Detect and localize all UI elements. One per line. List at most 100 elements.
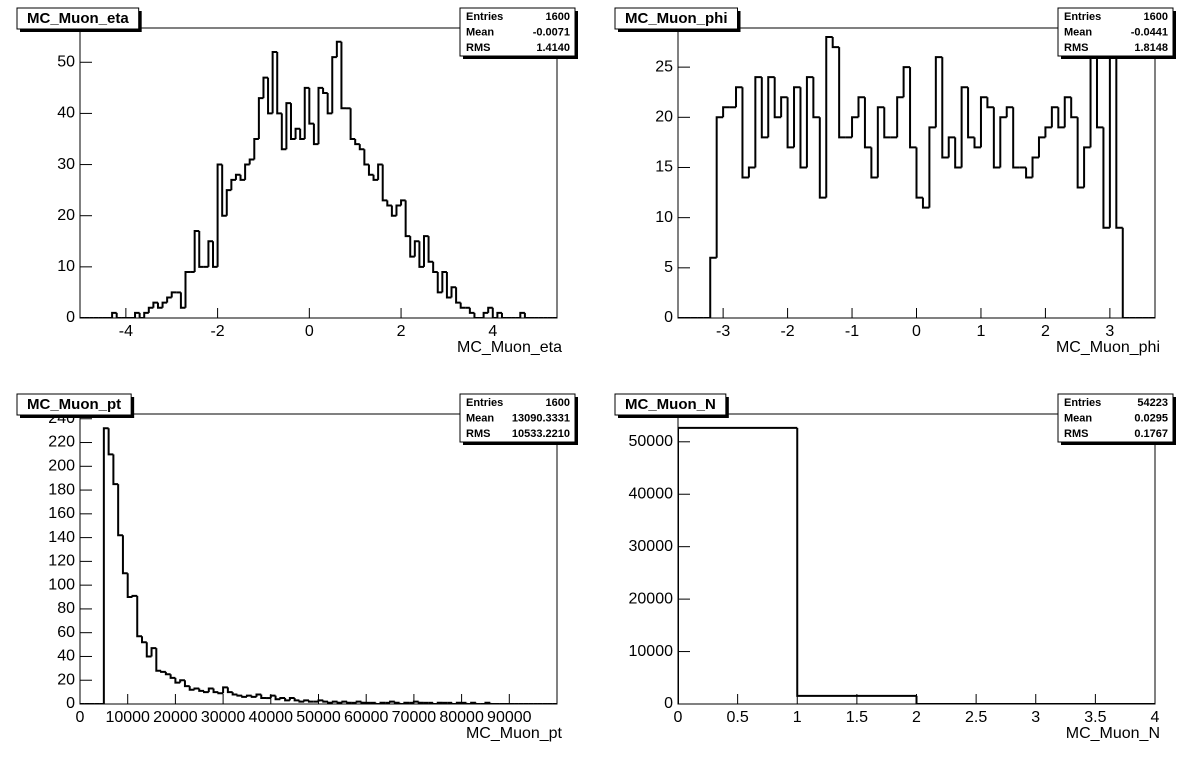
bin xyxy=(253,137,259,160)
title: MC_Muon_eta xyxy=(27,10,129,27)
bin xyxy=(164,671,171,676)
x-tick-label: 2 xyxy=(397,323,406,340)
bin xyxy=(459,302,466,309)
bin xyxy=(234,173,241,180)
bin xyxy=(928,126,936,208)
title-box xyxy=(614,7,738,30)
y-tick-label: 50000 xyxy=(629,433,674,450)
bin xyxy=(303,86,310,139)
stat-value: 1600 xyxy=(1144,11,1168,23)
bin xyxy=(1076,117,1085,189)
bin xyxy=(115,312,122,318)
bin xyxy=(262,76,269,99)
x-tick-label: 50000 xyxy=(296,709,341,726)
bin xyxy=(184,270,191,308)
x-tick-label: 2 xyxy=(1041,323,1050,340)
bin xyxy=(519,311,525,318)
bin xyxy=(883,107,891,139)
bin xyxy=(773,77,782,119)
bin xyxy=(102,427,109,704)
bin xyxy=(825,36,833,198)
x-tick-label: 20000 xyxy=(153,709,198,726)
bin xyxy=(374,702,381,704)
stats-box xyxy=(459,393,576,443)
bin xyxy=(870,147,878,179)
bin xyxy=(322,87,328,94)
y-tick-label: 40 xyxy=(57,105,75,122)
y-tick-label: 10000 xyxy=(629,643,674,660)
bin xyxy=(838,47,846,139)
x-tick-label: 1.5 xyxy=(846,709,868,726)
bin xyxy=(450,286,457,298)
x-tick-label: 1 xyxy=(793,709,802,726)
x-tick-label: 0 xyxy=(76,709,85,726)
bin xyxy=(451,702,457,704)
bin xyxy=(317,86,324,145)
bin xyxy=(465,702,472,704)
bin xyxy=(722,106,730,118)
bin xyxy=(326,92,333,115)
bin xyxy=(986,97,994,109)
bin xyxy=(303,699,309,702)
bin xyxy=(1121,227,1130,318)
bin xyxy=(166,296,172,303)
y-tick-label: 0 xyxy=(664,695,673,712)
bin xyxy=(335,40,342,58)
histogram xyxy=(80,40,557,318)
histogram xyxy=(678,28,1155,318)
x-tick-label: 0 xyxy=(305,323,314,340)
bin xyxy=(221,164,227,217)
title-box xyxy=(16,7,140,30)
bin xyxy=(150,647,157,657)
x-tick-label: 10000 xyxy=(105,709,150,726)
bin xyxy=(436,271,443,294)
bin xyxy=(496,311,502,318)
x-tick-label: 0 xyxy=(674,709,683,726)
bin xyxy=(863,97,872,149)
bin xyxy=(358,144,365,151)
bin xyxy=(796,427,917,697)
bin xyxy=(117,484,123,537)
bin xyxy=(812,77,820,119)
bin xyxy=(121,535,128,575)
bin xyxy=(340,41,347,110)
bin xyxy=(393,701,400,704)
bin xyxy=(152,301,158,308)
bin xyxy=(780,96,788,118)
bin xyxy=(377,163,383,180)
bin xyxy=(979,96,988,148)
bin xyxy=(468,307,475,314)
y-tick-label: 15 xyxy=(655,159,673,176)
y-tick-label: 20 xyxy=(655,109,673,126)
y-tick-label: 40 xyxy=(57,648,75,665)
bin xyxy=(473,312,480,318)
stat-name: Mean xyxy=(466,26,494,38)
x-tick-label: 60000 xyxy=(344,709,389,726)
stat-value: 1600 xyxy=(546,11,570,23)
bin xyxy=(250,695,257,698)
bin xyxy=(198,231,204,268)
bin xyxy=(355,700,362,703)
title-box xyxy=(614,393,727,416)
stat-value: 0.1767 xyxy=(1134,428,1168,440)
bin xyxy=(336,701,343,704)
bin xyxy=(183,680,190,688)
bin xyxy=(299,128,305,140)
stat-name: Mean xyxy=(1064,412,1092,424)
stat-value: 1600 xyxy=(546,397,570,409)
bin xyxy=(398,702,405,704)
bin xyxy=(294,127,301,139)
bin xyxy=(487,306,493,313)
bin xyxy=(134,311,140,318)
bin xyxy=(279,697,286,700)
y-tick-label: 20 xyxy=(57,207,75,224)
bin xyxy=(141,636,147,644)
bin xyxy=(193,687,200,690)
y-tick-label: 200 xyxy=(48,458,75,475)
y-tick-label: 40000 xyxy=(629,485,674,502)
bin xyxy=(367,164,374,176)
bin xyxy=(1108,28,1111,228)
bin xyxy=(363,149,369,166)
bin xyxy=(1012,107,1020,169)
y-tick-label: 80 xyxy=(57,600,75,617)
